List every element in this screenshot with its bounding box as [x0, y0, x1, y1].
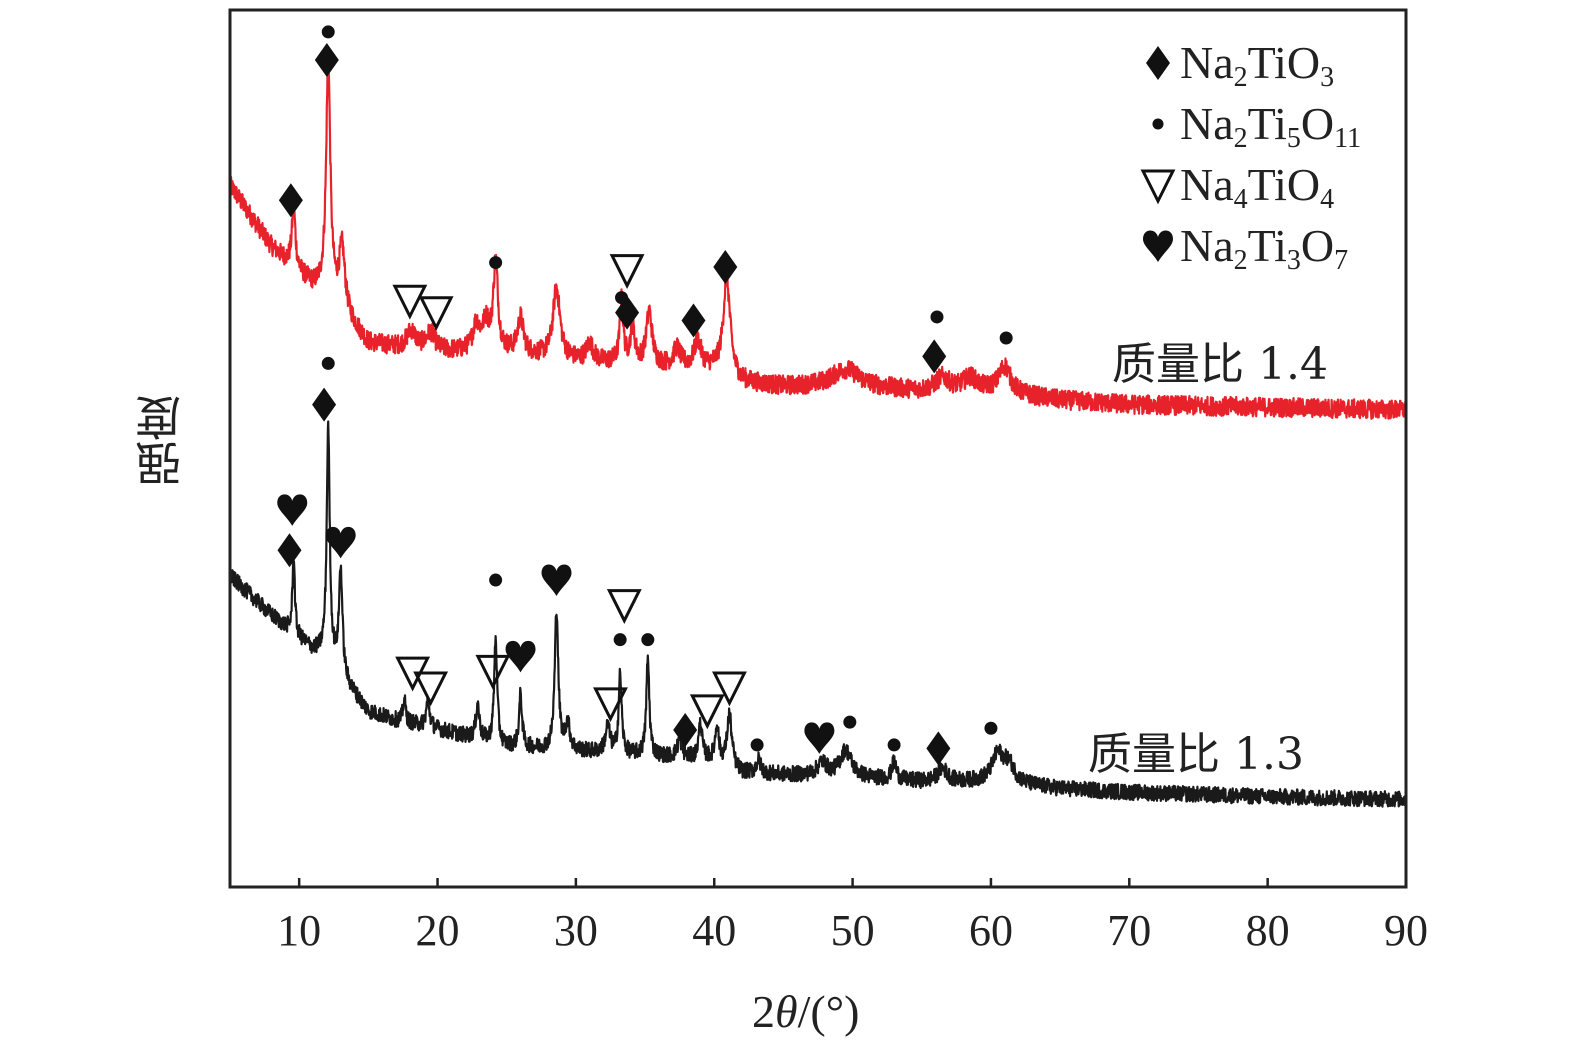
marker-dot [489, 573, 503, 587]
marker-diamond [278, 183, 303, 218]
legend-item: Na2Ti5O11 [1140, 93, 1361, 154]
formula-part: Na [1180, 98, 1234, 149]
subscript: 11 [1334, 123, 1362, 154]
marker-diamond [922, 339, 947, 374]
x-tick-label: 90 [1384, 906, 1428, 955]
formula-part: TiO [1247, 159, 1321, 210]
marker-dot [489, 256, 503, 270]
legend-label: Na4TiO4 [1180, 154, 1334, 215]
marker-diamond [673, 713, 698, 748]
legend-label: Na2Ti5O11 [1180, 93, 1361, 154]
formula-part: Na [1180, 159, 1234, 210]
marker-diamond [926, 731, 951, 766]
x-tick-label: 50 [831, 906, 875, 955]
peak-markers [277, 25, 1013, 766]
subscript: 3 [1286, 245, 1301, 276]
x-tick-label: 60 [969, 906, 1013, 955]
subscript: 2 [1233, 123, 1248, 154]
x-tick-label: 20 [416, 906, 460, 955]
marker-triangle-down-open [593, 687, 628, 723]
series-line-0 [228, 60, 1407, 420]
diamond-icon [1140, 41, 1180, 85]
marker-diamond [1146, 45, 1170, 80]
marker-dot [1152, 117, 1164, 130]
subscript: 4 [1233, 184, 1248, 215]
plot-frame [228, 8, 1408, 889]
marker-triangle-down-open [418, 296, 454, 332]
x-label-suffix: /(°) [797, 986, 860, 1037]
formula-part: Ti [1247, 98, 1287, 149]
x-axis-label: 2θ/(°) [752, 985, 859, 1038]
marker-heart [325, 526, 356, 559]
marker-diamond [615, 295, 640, 330]
x-tick-label: 10 [277, 906, 321, 955]
marker-dot [641, 633, 655, 647]
legend-item: Na2Ti3O7 [1140, 215, 1361, 276]
marker-diamond [713, 249, 738, 284]
marker-dot [999, 331, 1013, 345]
formula-part: O [1300, 220, 1335, 271]
series-line-1 [228, 420, 1407, 808]
marker-dot [984, 721, 998, 735]
dot-icon [1140, 102, 1180, 146]
marker-dot [321, 25, 335, 39]
triangle-down-open-icon [1140, 163, 1180, 207]
formula-part: Na [1180, 37, 1234, 88]
marker-heart [541, 564, 572, 597]
marker-diamond [277, 533, 302, 568]
x-label-prefix: 2 [752, 986, 775, 1037]
marker-triangle-down-open [712, 671, 747, 707]
x-axis-ticks: 10 20 30 40 50 60 70 80 90 [277, 878, 1428, 955]
marker-triangle-down-open [1140, 169, 1176, 204]
marker-triangle-down-open [413, 671, 449, 707]
subscript: 5 [1286, 123, 1301, 154]
x-tick-label: 40 [692, 906, 736, 955]
subscript: 7 [1334, 245, 1349, 276]
marker-heart [1143, 229, 1173, 262]
marker-triangle-down-open [475, 654, 511, 690]
x-label-theta: θ [775, 986, 798, 1037]
legend-label: Na2Ti3O7 [1180, 215, 1348, 276]
series-label-1-4: 质量比 1.4 [1112, 339, 1328, 390]
marker-heart [277, 494, 308, 526]
legend-item: Na2TiO3 [1140, 32, 1361, 93]
marker-triangle-down-open [689, 694, 725, 730]
x-tick-label: 30 [554, 906, 598, 955]
legend: Na2TiO3 Na2Ti5O11 Na4TiO4 Na2Ti3O7 [1140, 32, 1361, 276]
marker-triangle-down-open [609, 254, 645, 289]
y-axis-label: 强度 [134, 395, 188, 487]
subscript: 2 [1233, 62, 1248, 93]
curves [228, 60, 1407, 808]
marker-diamond [681, 303, 706, 338]
subscript: 4 [1320, 184, 1335, 215]
legend-item: Na4TiO4 [1140, 154, 1361, 215]
subscript: 3 [1320, 62, 1335, 93]
subscript: 2 [1233, 245, 1248, 276]
marker-dot [843, 715, 857, 729]
marker-diamond [312, 387, 337, 422]
marker-dot [750, 738, 764, 752]
marker-heart [804, 722, 835, 754]
marker-triangle-down-open [392, 284, 428, 320]
marker-dot [887, 738, 901, 752]
legend-label: Na2TiO3 [1180, 32, 1334, 93]
formula-part: Ti [1247, 220, 1287, 271]
marker-diamond [314, 42, 339, 77]
marker-dot [613, 633, 627, 647]
marker-dot [321, 356, 335, 370]
formula-part: Na [1180, 220, 1234, 271]
marker-dot [930, 310, 944, 324]
marker-triangle-down-open [606, 589, 642, 624]
formula-part: TiO [1247, 37, 1321, 88]
x-tick-label: 80 [1246, 906, 1290, 955]
series-label-1-3: 质量比 1.3 [1088, 729, 1304, 780]
heart-icon [1140, 224, 1180, 268]
marker-heart [505, 640, 536, 673]
x-tick-label: 70 [1107, 906, 1151, 955]
formula-part: O [1300, 98, 1335, 149]
